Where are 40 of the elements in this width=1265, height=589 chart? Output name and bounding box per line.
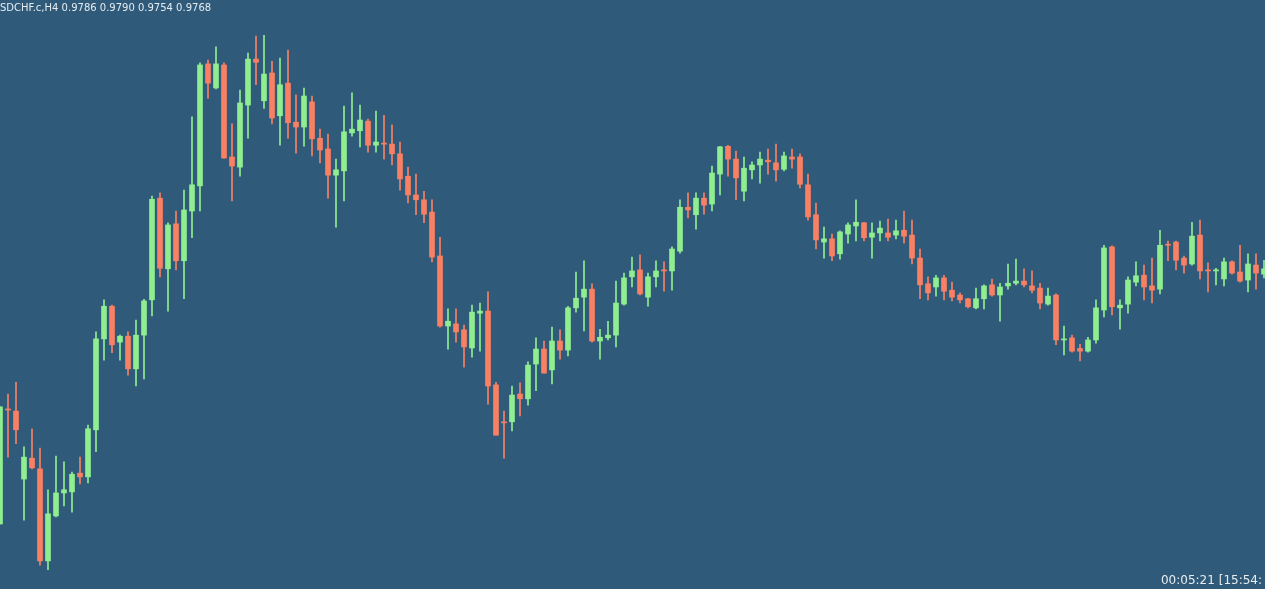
candlestick <box>597 328 603 360</box>
candlestick <box>629 256 635 288</box>
candlestick <box>445 308 451 350</box>
candlestick <box>253 35 259 86</box>
candlestick <box>517 382 523 417</box>
candlestick <box>685 192 691 219</box>
candlestick <box>293 94 299 154</box>
candlestick <box>757 151 763 184</box>
candlestick <box>1021 268 1027 288</box>
candlestick <box>1253 253 1259 290</box>
candlestick <box>1117 299 1123 330</box>
candlestick <box>413 173 419 216</box>
candlestick <box>349 92 355 137</box>
candlestick <box>1077 343 1083 362</box>
candlestick <box>333 158 339 228</box>
candlestick <box>229 123 235 202</box>
candlestick <box>997 282 1003 322</box>
chart-title: SDCHF.c,H4 0.9786 0.9790 0.9754 0.9768 <box>0 2 212 13</box>
candlestick <box>189 116 195 239</box>
candlestick <box>869 222 875 259</box>
text: 00:05:21 [15:54: <box>1160 573 1262 587</box>
candlestick <box>581 260 587 332</box>
candlestick <box>29 428 35 470</box>
candlestick <box>1149 257 1155 304</box>
candlestick <box>773 143 779 182</box>
candlestick <box>117 334 123 361</box>
candlestick <box>373 110 379 153</box>
candlestick <box>605 320 611 341</box>
candlestick <box>77 456 83 485</box>
candlestick <box>501 410 507 459</box>
candlestick <box>765 148 771 175</box>
candlestick <box>901 210 907 244</box>
candlestick <box>653 260 659 288</box>
candlestick <box>61 461 67 507</box>
candlestick <box>1237 244 1243 283</box>
candlestick <box>853 199 859 242</box>
candlestick <box>1005 263 1011 290</box>
candlestick <box>477 302 483 352</box>
candlestick <box>1165 240 1171 262</box>
candlestick <box>1013 258 1019 286</box>
